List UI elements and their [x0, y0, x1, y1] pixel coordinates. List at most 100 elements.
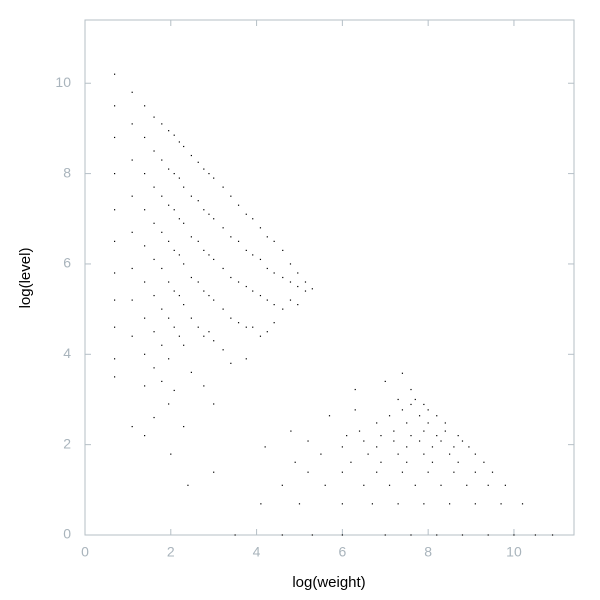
point: [457, 461, 459, 463]
point: [113, 358, 116, 360]
y-tick-label: 10: [55, 74, 71, 90]
point: [252, 326, 254, 328]
point: [380, 435, 382, 437]
point: [289, 281, 292, 283]
point: [144, 435, 146, 437]
point: [401, 409, 404, 411]
point: [183, 145, 185, 148]
point: [266, 267, 268, 270]
point: [341, 534, 343, 536]
x-tick-label: 0: [81, 544, 89, 560]
point: [320, 453, 322, 455]
point: [371, 503, 373, 505]
point: [427, 471, 429, 473]
point: [173, 290, 175, 292]
point: [131, 231, 133, 233]
y-tick-label: 8: [63, 164, 71, 180]
point: [376, 422, 378, 424]
point: [264, 446, 266, 448]
point: [213, 340, 215, 342]
point: [406, 461, 408, 463]
point: [341, 446, 343, 448]
point: [113, 376, 116, 378]
point: [418, 415, 421, 417]
point: [190, 317, 192, 319]
point: [190, 195, 192, 197]
point: [406, 446, 408, 448]
point: [273, 304, 275, 306]
point: [259, 335, 262, 337]
point: [153, 186, 155, 188]
point: [161, 380, 163, 383]
point: [183, 344, 185, 346]
point: [423, 503, 425, 505]
point: [252, 290, 254, 292]
point: [491, 471, 494, 473]
point: [259, 294, 262, 297]
point: [358, 430, 361, 432]
point: [504, 484, 506, 486]
point: [393, 430, 395, 432]
point: [282, 308, 284, 310]
point: [324, 484, 326, 486]
point: [427, 409, 429, 411]
point: [197, 281, 199, 283]
point: [178, 177, 180, 179]
point: [474, 471, 476, 473]
point: [282, 249, 284, 251]
point: [311, 534, 313, 536]
point: [230, 362, 232, 364]
point: [346, 435, 348, 437]
point: [203, 385, 205, 387]
point: [173, 209, 175, 211]
plot-frame: [84, 19, 575, 536]
point: [213, 258, 215, 261]
point: [393, 440, 395, 442]
point: [187, 484, 189, 486]
point: [230, 276, 232, 279]
point: [245, 358, 247, 360]
point: [487, 534, 489, 536]
point: [190, 236, 192, 238]
point: [297, 285, 299, 288]
point: [297, 272, 299, 274]
point: [513, 534, 515, 536]
point: [161, 308, 163, 310]
point: [113, 73, 116, 75]
point: [113, 209, 116, 211]
point: [161, 159, 163, 161]
point: [341, 471, 343, 473]
point: [113, 299, 116, 301]
point: [245, 285, 247, 288]
point: [521, 503, 524, 505]
point: [203, 335, 205, 337]
point: [461, 440, 464, 442]
point: [436, 435, 438, 437]
point: [153, 222, 155, 224]
point: [113, 172, 116, 175]
point: [436, 534, 438, 536]
point: [397, 503, 399, 505]
point: [203, 168, 205, 170]
point: [388, 415, 391, 417]
point: [144, 172, 146, 175]
point: [168, 281, 170, 283]
point: [173, 326, 175, 328]
point: [245, 249, 247, 251]
point: [397, 398, 399, 401]
point: [418, 440, 421, 442]
point: [190, 154, 192, 157]
point: [401, 372, 404, 374]
point: [307, 440, 309, 442]
point: [468, 446, 470, 448]
point: [273, 272, 275, 274]
point: [341, 503, 343, 505]
x-tick-label: 4: [253, 544, 261, 560]
point: [414, 484, 416, 486]
point: [190, 276, 192, 279]
point: [289, 263, 292, 265]
point: [161, 231, 163, 233]
point: [113, 326, 116, 328]
point: [311, 288, 313, 290]
point: [431, 461, 434, 463]
